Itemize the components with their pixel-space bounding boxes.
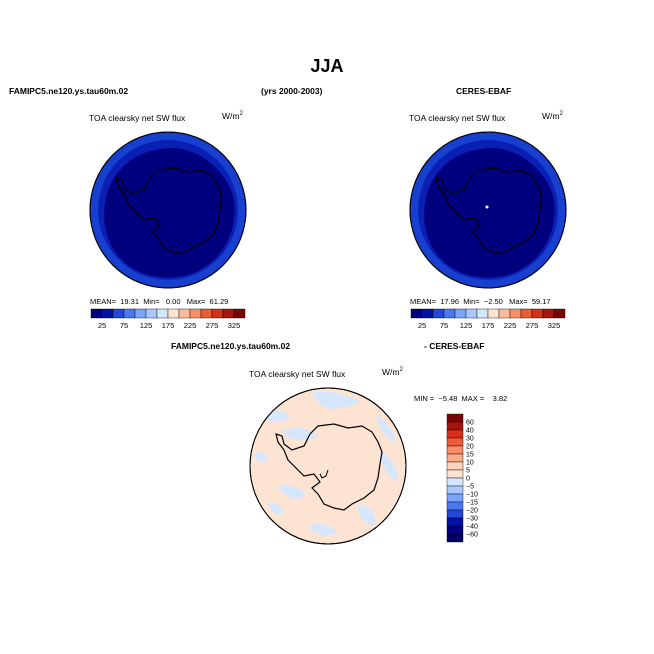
diff-colorbar-tick-label: −15 [466, 500, 478, 507]
diff-colorbar-tick-label: 5 [466, 468, 470, 475]
diff-colorbar-tick-label: 15 [466, 452, 474, 459]
diff-colorbar-tick-label: −20 [466, 508, 478, 515]
left-colorbar-swatch [211, 308, 224, 319]
diff-colorbar-swatch [446, 429, 464, 439]
left-colorbar-tick-label: 225 [184, 321, 197, 330]
right-colorbar-swatch [531, 308, 544, 319]
diff-colorbar-tick-label: 10 [466, 460, 474, 467]
left-colorbar-swatch [90, 308, 103, 319]
diff-colorbar-tick-label: −10 [466, 492, 478, 499]
left-colorbar-tick-label: 325 [228, 321, 241, 330]
right-colorbar-swatch [410, 308, 423, 319]
right-units-label: W/m2 [542, 111, 563, 121]
right-colorbar-swatch [465, 308, 478, 319]
diff-polar-map [249, 387, 407, 545]
diff-colorbar-swatch [446, 453, 464, 463]
left-colorbar-swatch [200, 308, 213, 319]
right-stats: MEAN= 17.96 Min= −2.50 Max= 59.17 [410, 297, 551, 306]
diff-colorbar-swatch [446, 525, 464, 535]
left-colorbar-tick-label: 275 [206, 321, 219, 330]
right-colorbar-swatch [432, 308, 445, 319]
diff-colorbar-swatch [446, 493, 464, 503]
diff-colorbar-swatch [446, 517, 464, 527]
right-colorbar-swatch [498, 308, 511, 319]
right-colorbar-tick-label: 225 [504, 321, 517, 330]
left-stats: MEAN= 19.31 Min= 0.00 Max= 61.29 [90, 297, 229, 306]
right-colorbar-swatch [443, 308, 456, 319]
diff-colorbar-tick-label: 60 [466, 420, 474, 427]
diff-colorbar-swatch [446, 501, 464, 511]
diff-colorbar-tick-label: −5 [466, 484, 474, 491]
right-colorbar-tick-label: 275 [526, 321, 539, 330]
left-colorbar-swatch [189, 308, 202, 319]
left-colorbar-swatch [178, 308, 191, 319]
left-variable-label: TOA clearsky net SW flux [89, 113, 186, 123]
right-colorbar-tick-label: 175 [482, 321, 495, 330]
diff-colorbar-swatch [446, 533, 464, 543]
right-colorbar-swatch [476, 308, 489, 319]
right-colorbar-swatch [421, 308, 434, 319]
right-colorbar-swatch [487, 308, 500, 319]
left-colorbar: 2575125175225275325375 [90, 308, 246, 330]
right-colorbar-swatch [454, 308, 467, 319]
diff-colorbar-tick-label: −60 [466, 532, 478, 539]
diff-colorbar-swatch [446, 509, 464, 519]
left-colorbar-tick-label: 125 [140, 321, 153, 330]
left-units-label: W/m2 [222, 111, 243, 121]
diff-colorbar-swatch [446, 477, 464, 487]
left-polar-map [89, 131, 247, 289]
diff-right-case-name: - CERES-EBAF [424, 341, 485, 351]
diff-stats: MIN = −5.48 MAX = 3.82 [414, 394, 508, 403]
left-colorbar-tick-label: 75 [120, 321, 128, 330]
left-colorbar-swatch [145, 308, 158, 319]
left-colorbar-swatch [134, 308, 147, 319]
right-colorbar-swatch [509, 308, 522, 319]
left-colorbar-swatch [233, 308, 246, 319]
left-colorbar-swatch [156, 308, 169, 319]
left-colorbar-swatch [167, 308, 180, 319]
diff-units-label: W/m2 [382, 367, 403, 377]
diff-left-case-name: FAMIPC5.ne120.ys.tau60m.02 [171, 341, 291, 351]
diff-colorbar-swatch [446, 469, 464, 479]
left-colorbar-swatch [123, 308, 136, 319]
left-colorbar-swatch [101, 308, 114, 319]
diff-colorbar-tick-label: 0 [466, 476, 470, 483]
right-variable-label: TOA clearsky net SW flux [409, 113, 506, 123]
right-colorbar-tick-label: 25 [418, 321, 426, 330]
right-colorbar-tick-label: 75 [440, 321, 448, 330]
right-colorbar-swatch [520, 308, 533, 319]
left-colorbar-swatch [112, 308, 125, 319]
right-polar-map [409, 131, 567, 289]
diff-colorbar-swatch [446, 413, 464, 423]
diff-colorbar-tick-label: −40 [466, 524, 478, 531]
diff-colorbar-tick-label: 20 [466, 444, 474, 451]
right-colorbar-tick-label: 125 [460, 321, 473, 330]
left-case-name: FAMIPC5.ne120.ys.tau60m.02 [9, 86, 129, 96]
right-colorbar-swatch [553, 308, 566, 319]
years-label: (yrs 2000-2003) [261, 86, 323, 96]
diff-colorbar-tick-label: 40 [466, 428, 474, 435]
diff-colorbar-swatch [446, 445, 464, 455]
right-colorbar-swatch [542, 308, 555, 319]
diff-colorbar-tick-label: 30 [466, 436, 474, 443]
page-title: JJA [310, 56, 344, 76]
diff-colorbar-swatch [446, 461, 464, 471]
diff-variable-label: TOA clearsky net SW flux [249, 369, 346, 379]
left-colorbar-tick-label: 175 [162, 321, 175, 330]
diff-colorbar-swatch [446, 485, 464, 495]
right-colorbar: 2575125175225275325375 [410, 308, 566, 330]
diff-colorbar-tick-label: −30 [466, 516, 478, 523]
right-colorbar-tick-label: 325 [548, 321, 561, 330]
left-colorbar-swatch [222, 308, 235, 319]
diff-colorbar-swatch [446, 437, 464, 447]
diff-colorbar-swatch [446, 421, 464, 431]
right-case-name: CERES-EBAF [456, 86, 512, 96]
left-colorbar-tick-label: 25 [98, 321, 106, 330]
